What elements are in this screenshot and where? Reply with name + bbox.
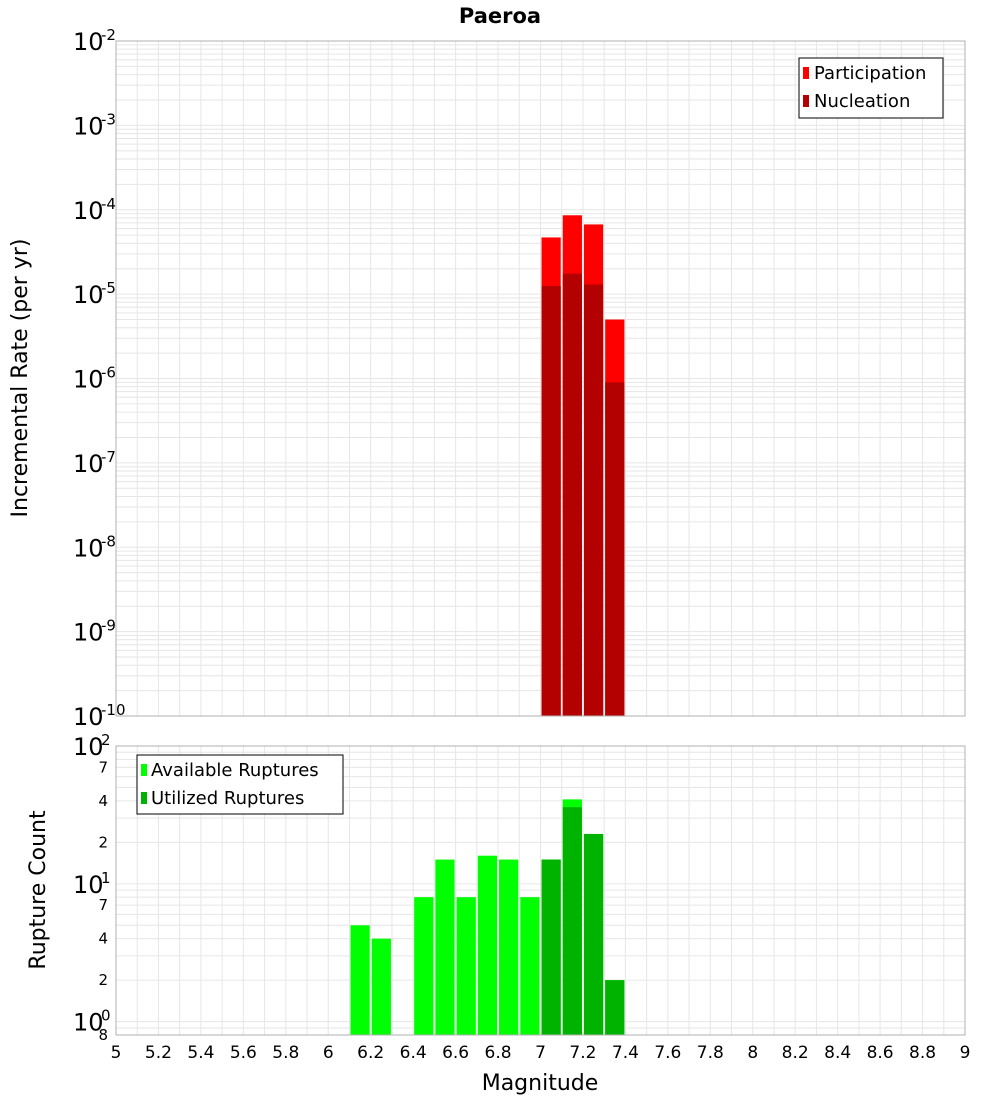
x-tick-label: 6.6 — [442, 1043, 469, 1063]
rate-y-tick-label: 10 — [73, 197, 104, 225]
chart-title: Paeroa — [459, 4, 541, 28]
rupture-legend: Available Ruptures Utilized Ruptures — [136, 754, 344, 815]
rupture-y-minor-tick-label: 8 — [98, 1026, 108, 1044]
x-tick-label: 5.8 — [272, 1043, 299, 1063]
utilized-ruptures-bar — [605, 980, 625, 1035]
rupture-y-minor-tick-label: 2 — [98, 833, 108, 851]
x-tick-label: 7.8 — [697, 1043, 724, 1063]
rupture-y-axis-title: Rupture Count — [26, 810, 51, 970]
rupture-y-tick-label: 10 — [73, 733, 104, 761]
utilized-legend-swatch — [141, 792, 147, 804]
rate-y-tick-label: 10 — [73, 619, 104, 647]
rate-y-tick-exponent: -4 — [101, 195, 116, 213]
available-legend-label: Available Ruptures — [151, 760, 319, 781]
participation-legend-swatch — [803, 67, 809, 79]
available-ruptures-bar — [499, 859, 519, 1035]
x-tick-label: 8.6 — [867, 1043, 894, 1063]
rupture-y-minor-tick-label: 4 — [98, 930, 108, 948]
rate-y-tick-label: 10 — [73, 450, 104, 478]
rate-y-tick-exponent: -2 — [101, 26, 116, 44]
x-tick-label: 6 — [323, 1043, 334, 1063]
available-ruptures-bar — [371, 938, 391, 1035]
rupture-y-minor-tick-label: 7 — [98, 896, 108, 914]
rate-legend: Participation Nucleation — [798, 57, 944, 119]
available-ruptures-bar — [435, 859, 455, 1035]
rupture-y-tick-label: 10 — [73, 871, 104, 899]
rupture-count-bars — [350, 799, 625, 1035]
nucleation-bar — [583, 284, 604, 716]
x-tick-label: 6.2 — [357, 1043, 384, 1063]
rupture-count-frame — [115, 745, 966, 1036]
x-tick-label: 5.4 — [187, 1043, 214, 1063]
nucleation-bar — [541, 285, 561, 716]
rate-y-axis-title: Incremental Rate (per yr) — [8, 239, 33, 518]
x-tick-label: 7.4 — [612, 1043, 639, 1063]
rupture-y-minor-tick-label: 4 — [98, 792, 108, 810]
nucleation-bar — [605, 382, 625, 716]
x-tick-label: 7 — [535, 1043, 546, 1063]
x-tick-label: 5.2 — [145, 1043, 172, 1063]
x-tick-label: 7.6 — [654, 1043, 681, 1063]
available-ruptures-bar — [414, 897, 434, 1035]
available-legend-swatch — [141, 764, 147, 776]
x-tick-label: 5.6 — [230, 1043, 257, 1063]
rupture-legend-box — [136, 754, 344, 815]
x-tick-label: 8 — [747, 1043, 758, 1063]
rate-plot-grid — [115, 41, 966, 717]
utilized-ruptures-bar — [583, 833, 604, 1035]
nucleation-bar — [562, 273, 582, 716]
rupture-y-tick-exponent: 2 — [101, 731, 111, 749]
available-ruptures-bar — [477, 855, 498, 1035]
available-ruptures-bar — [350, 925, 370, 1035]
rupture-y-tick-exponent: 0 — [101, 1007, 111, 1025]
available-ruptures-bar — [456, 897, 476, 1035]
rate-y-tick-exponent: -5 — [101, 279, 116, 297]
rate-legend-box — [798, 57, 944, 119]
utilized-ruptures-bar — [562, 807, 582, 1035]
x-axis-title: Magnitude — [482, 1071, 599, 1096]
rate-y-tick-label: 10 — [73, 28, 104, 56]
rate-y-tick-exponent: -6 — [101, 364, 116, 382]
x-tick-label: 6.8 — [485, 1043, 512, 1063]
rupture-y-tick-exponent: 1 — [101, 869, 111, 887]
rate-plot-frame — [115, 40, 966, 717]
rate-y-axis-ticks: 10-210-310-410-510-610-710-810-910-10 — [73, 26, 126, 731]
x-tick-label: 5 — [111, 1043, 122, 1063]
rate-plot-bars — [541, 215, 625, 717]
x-tick-label: 6.4 — [400, 1043, 427, 1063]
rupture-y-minor-tick-label: 7 — [98, 758, 108, 776]
rate-y-tick-label: 10 — [73, 366, 104, 394]
x-tick-label: 8.2 — [782, 1043, 809, 1063]
rate-y-tick-exponent: -8 — [101, 532, 116, 550]
nucleation-legend-swatch — [803, 95, 809, 107]
utilized-ruptures-bar — [541, 859, 561, 1035]
available-ruptures-bar — [520, 897, 540, 1035]
rate-y-tick-exponent: -7 — [101, 448, 116, 466]
x-tick-label: 8.4 — [824, 1043, 851, 1063]
rupture-y-tick-label: 10 — [73, 1009, 104, 1037]
rate-y-tick-label: 10 — [73, 534, 104, 562]
rate-y-tick-exponent: -3 — [101, 110, 116, 128]
rate-y-tick-label: 10 — [73, 112, 104, 140]
participation-legend-label: Participation — [814, 63, 926, 84]
x-axis-ticks: 5 5.2 5.4 5.6 5.8 6 6.2 6.4 6.6 6.8 7 7.2 7.4 7.6 7.8 8… — [111, 1043, 971, 1063]
nucleation-legend-label: Nucleation — [814, 91, 910, 112]
x-tick-label: 9 — [960, 1043, 971, 1063]
x-tick-label: 8.8 — [909, 1043, 936, 1063]
rate-y-tick-label: 10 — [73, 281, 104, 309]
rate-plot: 10-210-310-410-510-610-710-810-910-10 In… — [8, 26, 966, 731]
rupture-y-minor-tick-label: 2 — [98, 971, 108, 989]
utilized-legend-label: Utilized Ruptures — [151, 788, 304, 809]
rate-y-tick-label: 10 — [73, 703, 104, 731]
x-tick-label: 7.2 — [569, 1043, 596, 1063]
rate-y-tick-exponent: -10 — [101, 701, 126, 719]
rate-y-tick-exponent: -9 — [101, 617, 116, 635]
